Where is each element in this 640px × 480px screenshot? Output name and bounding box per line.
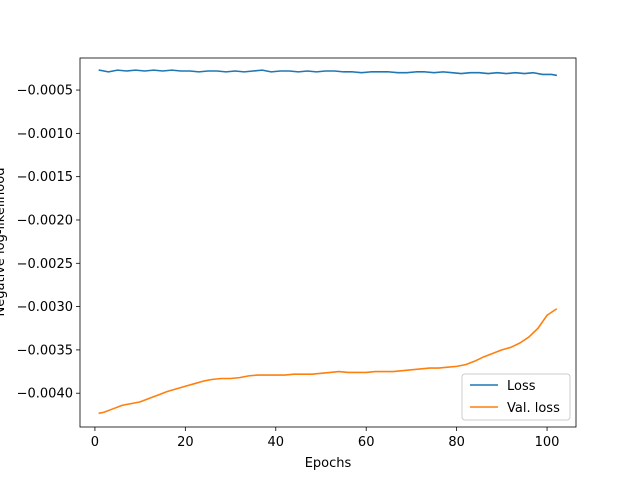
- y-tick-label: −0.0035: [17, 343, 73, 358]
- y-tick-label: −0.0015: [17, 170, 73, 185]
- x-tick-label: 0: [91, 435, 99, 450]
- legend: Loss Val. loss: [461, 373, 571, 421]
- y-axis: −0.0005 −0.0010 −0.0015 −0.0020 −0.0025 −0.00…: [17, 84, 80, 402]
- axes-frame: [79, 57, 577, 428]
- y-tick-label: −0.0040: [17, 387, 73, 402]
- y-axis-label: Negative log-likelihood: [0, 168, 8, 317]
- y-tick-label: −0.0010: [17, 127, 73, 142]
- x-tick-label: 60: [358, 435, 375, 450]
- y-tick-label: −0.0005: [17, 84, 73, 99]
- series-lines: [98, 69, 558, 415]
- val-loss-series-line: [98, 308, 558, 415]
- x-tick-label: 40: [268, 435, 285, 450]
- y-tick-label: −0.0025: [17, 257, 73, 272]
- legend-label-loss: Loss: [507, 379, 536, 394]
- legend-label-val-loss: Val. loss: [507, 401, 560, 416]
- loss-series-line: [98, 69, 558, 77]
- y-tick-label: −0.0020: [17, 213, 73, 228]
- x-tick-label: 100: [535, 435, 560, 450]
- x-tick-label: 20: [177, 435, 194, 450]
- y-tick-label: −0.0030: [17, 300, 73, 315]
- x-axis: 0 20 40 60 80 100: [91, 427, 560, 450]
- x-tick-label: 80: [448, 435, 465, 450]
- x-axis-label: Epochs: [305, 456, 352, 471]
